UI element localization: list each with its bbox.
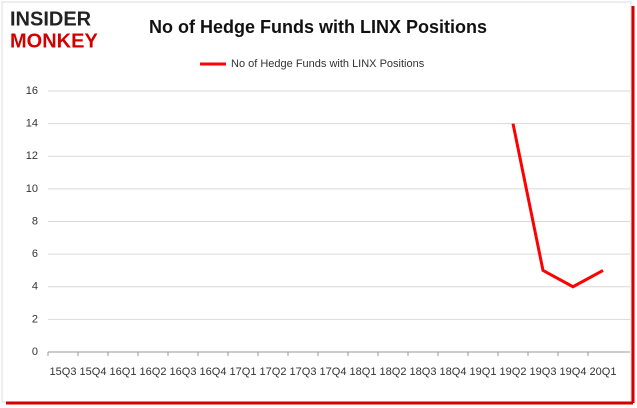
x-tick-label: 17Q3: [290, 366, 317, 378]
logo-line1: INSIDER: [10, 8, 92, 30]
x-tick-label: 19Q1: [470, 366, 497, 378]
x-tick-label: 18Q1: [350, 366, 377, 378]
x-tick-label: 15Q3: [50, 366, 77, 378]
legend-label: No of Hedge Funds with LINX Positions: [231, 58, 425, 70]
y-tick-label: 14: [26, 118, 38, 130]
chart-title: No of Hedge Funds with LINX Positions: [149, 17, 487, 37]
series-line: [511, 123, 604, 289]
x-tick-label: 17Q1: [230, 366, 257, 378]
x-tick-label: 16Q4: [200, 366, 227, 378]
x-tick-label: 18Q2: [380, 366, 407, 378]
frame: [1, 1, 632, 403]
y-tick-label: 2: [32, 313, 38, 325]
y-tick-label: 0: [32, 346, 38, 358]
x-tick-label: 18Q3: [410, 366, 437, 378]
y-tick-label: 8: [32, 215, 38, 227]
x-tick-label: 19Q4: [560, 366, 587, 378]
x-tick-label: 16Q2: [140, 366, 167, 378]
x-tick-label: 17Q2: [260, 366, 287, 378]
x-tick-label: 19Q3: [530, 366, 557, 378]
logo-line2: MONKEY: [10, 30, 98, 52]
x-tick-label: 16Q1: [110, 366, 137, 378]
y-tick-label: 12: [26, 150, 38, 162]
y-tick-label: 6: [32, 248, 38, 260]
x-tick-label: 20Q1: [590, 366, 617, 378]
x-tick-label: 16Q3: [170, 366, 197, 378]
x-tick-label: 19Q2: [500, 366, 527, 378]
y-tick-label: 16: [26, 85, 38, 97]
x-tick-label: 17Q4: [320, 366, 347, 378]
x-tick-label: 15Q4: [80, 366, 107, 378]
x-tick-label: 18Q4: [440, 366, 467, 378]
y-tick-label: 4: [32, 281, 38, 293]
y-tick-label: 10: [26, 183, 38, 195]
